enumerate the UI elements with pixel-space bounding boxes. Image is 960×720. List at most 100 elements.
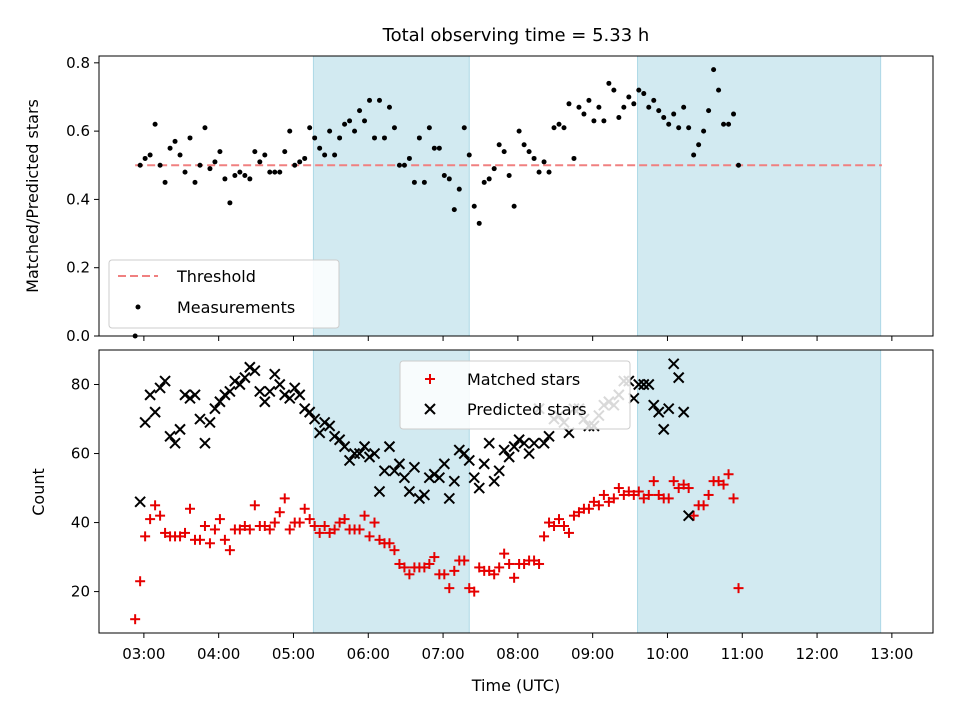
matched-point-103 xyxy=(643,489,654,500)
matched-point-17 xyxy=(214,514,225,525)
predicted-point-18 xyxy=(224,385,236,398)
measurement-point-52 xyxy=(391,125,397,131)
bottom-plot-frame xyxy=(98,349,934,634)
measurement-point-85 xyxy=(556,121,562,127)
measurement-point-27 xyxy=(267,169,273,175)
predicted-point-74 xyxy=(503,451,515,463)
predicted-point-100-b xyxy=(633,378,645,391)
predicted-point-59-b xyxy=(428,468,441,480)
predicted-point-26-b xyxy=(264,385,276,398)
predicted-point-1 xyxy=(139,416,151,429)
measurement-point-80 xyxy=(531,155,537,161)
predicted-point-70 xyxy=(483,437,495,449)
matched-point-121 xyxy=(733,583,744,594)
measurement-point-36 xyxy=(312,135,318,141)
measurement-point-75 xyxy=(506,173,512,179)
measurement-point-89 xyxy=(576,104,582,110)
matched-point-112 xyxy=(688,510,699,521)
top-ytick-label-0: 0.0 xyxy=(66,327,90,345)
predicted-point-33-b xyxy=(298,402,311,415)
predicted-point-52 xyxy=(393,458,406,470)
measurement-point-91 xyxy=(586,97,592,103)
measurement-point-35 xyxy=(307,125,313,131)
legend-predicted-marker xyxy=(424,403,436,415)
predicted-point-50 xyxy=(383,440,396,453)
predicted-point-69-b xyxy=(478,458,490,470)
predicted-point-45-b xyxy=(358,440,371,453)
predicted-point-61-b xyxy=(438,458,451,470)
measurement-point-39 xyxy=(327,128,333,134)
predicted-point-64-b xyxy=(453,444,465,456)
predicted-point-32-b xyxy=(294,389,306,401)
measurement-point-92 xyxy=(591,118,597,124)
predicted-point-5 xyxy=(159,375,171,387)
measurement-point-63 xyxy=(446,176,452,182)
matched-point-119 xyxy=(723,469,734,480)
bottom-ytick-label-1: 40 xyxy=(71,514,90,532)
matched-point-76 xyxy=(509,572,520,583)
measurement-point-60 xyxy=(431,145,437,151)
measurement-point-114 xyxy=(701,128,707,134)
predicted-point-57 xyxy=(418,489,431,501)
bottom-xtick-label-3: 06:00 xyxy=(347,645,390,663)
predicted-point-17-b xyxy=(219,389,231,401)
predicted-point-26 xyxy=(264,385,276,398)
matched-point-115 xyxy=(703,489,714,500)
measurement-point-90 xyxy=(581,111,587,117)
predicted-point-65-b xyxy=(458,447,470,460)
predicted-point-11-b xyxy=(189,389,201,401)
matched-point-19 xyxy=(224,545,235,556)
predicted-point-9 xyxy=(179,389,191,401)
predicted-point-8 xyxy=(174,423,186,436)
predicted-point-53-b xyxy=(398,471,411,484)
bottom-y-axis-label: Count xyxy=(29,468,48,516)
predicted-point-49-b xyxy=(378,465,391,477)
measurement-point-106 xyxy=(661,114,667,120)
measurement-point-13 xyxy=(197,162,203,168)
predicted-point-35-b xyxy=(308,413,321,425)
predicted-point-6-b xyxy=(164,430,176,442)
legend-predicted-swatch xyxy=(424,403,436,415)
legend-threshold-label: Threshold xyxy=(176,267,256,286)
predicted-point-76 xyxy=(513,434,525,446)
predicted-stars-points xyxy=(134,358,695,522)
predicted-point-33 xyxy=(298,402,311,415)
measurement-point-50 xyxy=(381,135,387,141)
measurement-point-44 xyxy=(352,128,358,134)
predicted-point-47 xyxy=(368,447,381,460)
matched-point-114 xyxy=(698,500,709,511)
predicted-point-62-b xyxy=(443,492,456,505)
measurement-point-14 xyxy=(202,125,208,131)
measurement-point-115 xyxy=(706,108,712,114)
measurement-point-49 xyxy=(376,97,382,103)
predicted-point-25 xyxy=(259,396,271,408)
predicted-point-21 xyxy=(239,371,251,384)
matched-point-28 xyxy=(269,517,280,528)
matched-point-47 xyxy=(364,531,375,542)
bottom-legend-box xyxy=(399,360,631,430)
matched-point-104 xyxy=(648,476,659,487)
measurement-point-98 xyxy=(621,104,627,110)
measurement-point-42 xyxy=(342,121,348,127)
bottom-y-axis: 20 40 60 80 xyxy=(71,376,99,601)
matched-point-66 xyxy=(459,555,470,566)
measurement-point-69 xyxy=(476,220,482,226)
measurement-point-56 xyxy=(411,179,417,185)
predicted-point-48 xyxy=(373,485,386,498)
observing-span-1 xyxy=(637,55,882,337)
predicted-point-62 xyxy=(443,492,456,505)
predicted-point-14-b xyxy=(204,416,216,429)
predicted-point-41-b xyxy=(338,440,351,453)
bottom-xtick-label-1: 04:00 xyxy=(197,645,240,663)
measurement-point-109 xyxy=(676,125,682,131)
measurement-point-23 xyxy=(247,176,253,182)
chart-title: Total observing time = 5.33 h xyxy=(382,25,650,46)
predicted-point-107 xyxy=(667,358,680,370)
matched-point-45 xyxy=(354,524,365,535)
predicted-point-40-b xyxy=(333,434,346,446)
measurement-point-12 xyxy=(192,179,198,185)
matched-point-101 xyxy=(633,486,644,497)
predicted-point-54-b xyxy=(403,485,416,498)
measurement-point-55 xyxy=(406,155,412,161)
